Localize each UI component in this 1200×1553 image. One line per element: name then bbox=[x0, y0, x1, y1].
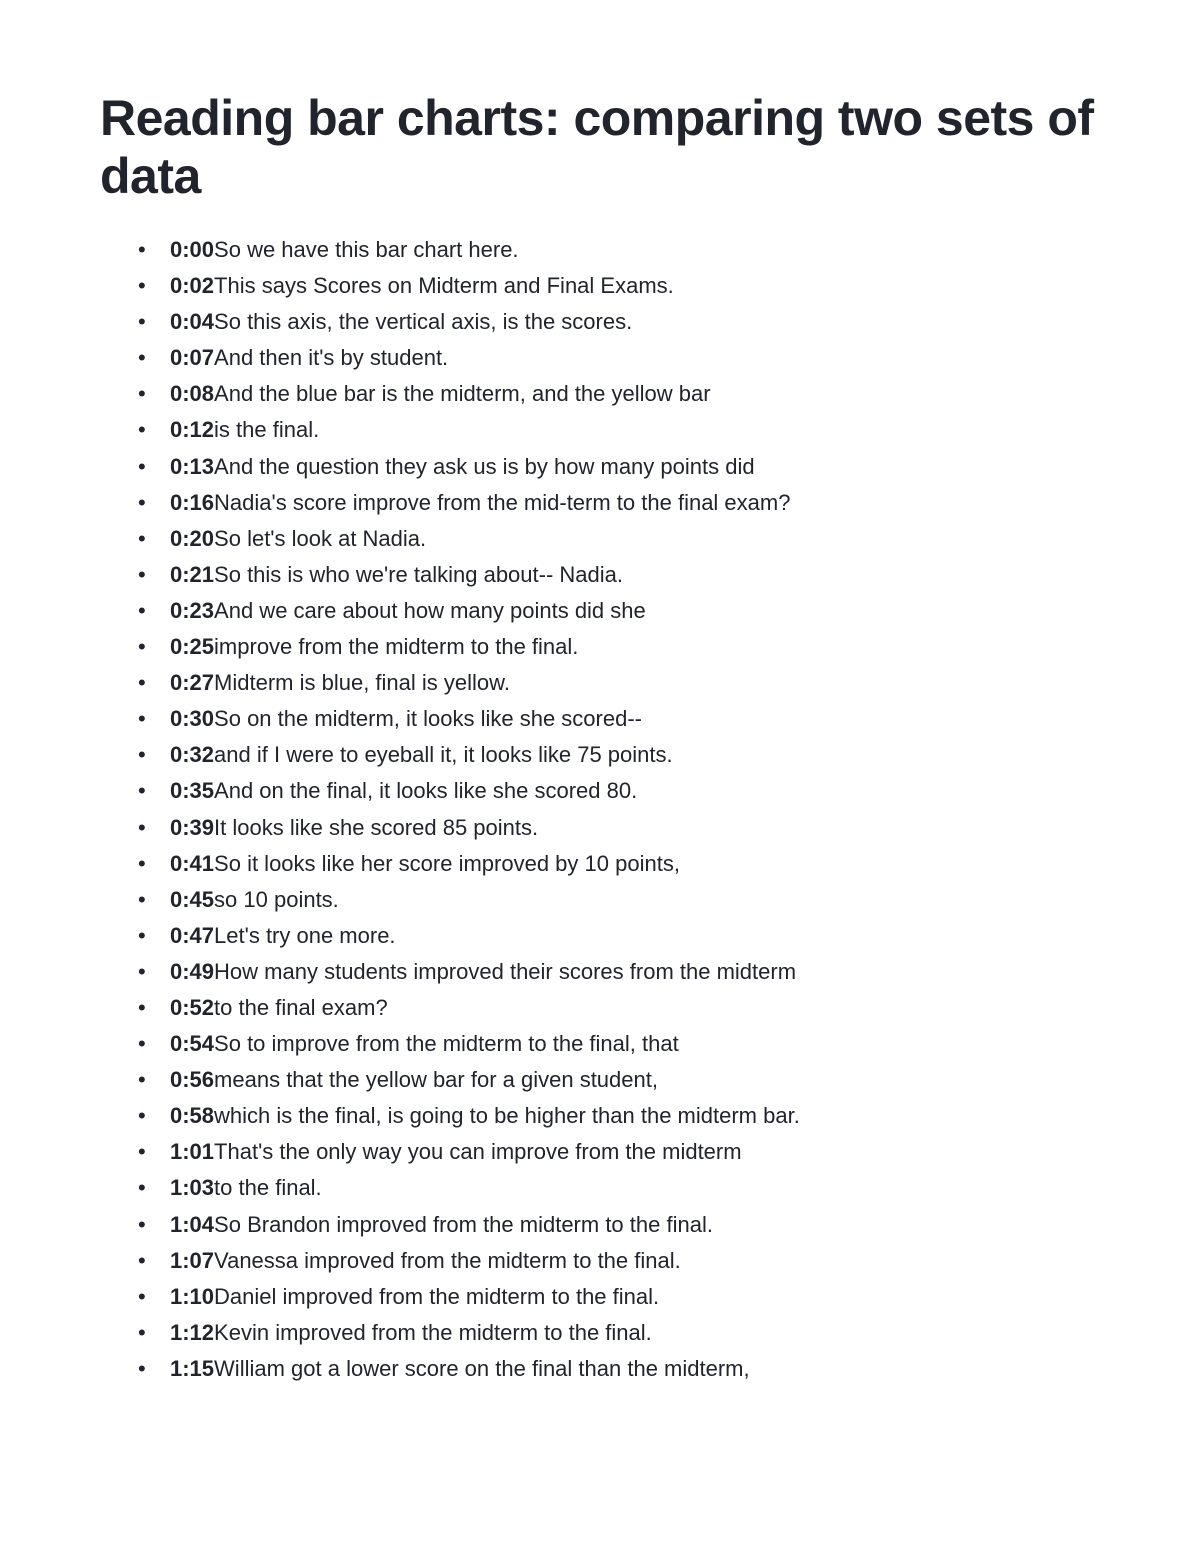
transcript-list: 0:00So we have this bar chart here.0:02T… bbox=[100, 233, 1100, 1386]
transcript-text: Nadia's score improve from the mid-term … bbox=[214, 490, 790, 515]
transcript-line: 0:13And the question they ask us is by h… bbox=[170, 450, 1100, 484]
timestamp: 0:23 bbox=[170, 598, 214, 623]
timestamp: 1:07 bbox=[170, 1248, 214, 1273]
transcript-line: 0:41So it looks like her score improved … bbox=[170, 847, 1100, 881]
transcript-line: 0:21So this is who we're talking about--… bbox=[170, 558, 1100, 592]
transcript-text: Daniel improved from the midterm to the … bbox=[214, 1284, 659, 1309]
transcript-line: 1:07Vanessa improved from the midterm to… bbox=[170, 1244, 1100, 1278]
timestamp: 1:04 bbox=[170, 1212, 214, 1237]
transcript-text: So it looks like her score improved by 1… bbox=[214, 851, 680, 876]
transcript-text: Kevin improved from the midterm to the f… bbox=[214, 1320, 652, 1345]
transcript-text: is the final. bbox=[214, 417, 319, 442]
timestamp: 0:47 bbox=[170, 923, 214, 948]
timestamp: 0:58 bbox=[170, 1103, 214, 1128]
transcript-line: 0:07And then it's by student. bbox=[170, 341, 1100, 375]
transcript-line: 0:54So to improve from the midterm to th… bbox=[170, 1027, 1100, 1061]
transcript-line: 0:25improve from the midterm to the fina… bbox=[170, 630, 1100, 664]
transcript-line: 0:58which is the final, is going to be h… bbox=[170, 1099, 1100, 1133]
transcript-text: And then it's by student. bbox=[214, 345, 448, 370]
timestamp: 0:16 bbox=[170, 490, 214, 515]
transcript-line: 1:12Kevin improved from the midterm to t… bbox=[170, 1316, 1100, 1350]
timestamp: 0:02 bbox=[170, 273, 214, 298]
transcript-line: 0:08And the blue bar is the midterm, and… bbox=[170, 377, 1100, 411]
timestamp: 1:01 bbox=[170, 1139, 214, 1164]
timestamp: 0:32 bbox=[170, 742, 214, 767]
timestamp: 1:12 bbox=[170, 1320, 214, 1345]
transcript-line: 0:20So let's look at Nadia. bbox=[170, 522, 1100, 556]
timestamp: 1:15 bbox=[170, 1356, 214, 1381]
transcript-line: 1:04So Brandon improved from the midterm… bbox=[170, 1208, 1100, 1242]
timestamp: 0:13 bbox=[170, 454, 214, 479]
transcript-text: And the question they ask us is by how m… bbox=[214, 454, 755, 479]
timestamp: 0:08 bbox=[170, 381, 214, 406]
timestamp: 0:21 bbox=[170, 562, 214, 587]
transcript-line: 1:15William got a lower score on the fin… bbox=[170, 1352, 1100, 1386]
timestamp: 0:30 bbox=[170, 706, 214, 731]
transcript-text: So on the midterm, it looks like she sco… bbox=[214, 706, 642, 731]
transcript-text: Vanessa improved from the midterm to the… bbox=[214, 1248, 681, 1273]
transcript-line: 0:49How many students improved their sco… bbox=[170, 955, 1100, 989]
timestamp: 0:49 bbox=[170, 959, 214, 984]
transcript-text: improve from the midterm to the final. bbox=[214, 634, 578, 659]
transcript-text: So this axis, the vertical axis, is the … bbox=[214, 309, 632, 334]
transcript-text: William got a lower score on the final t… bbox=[214, 1356, 750, 1381]
timestamp: 1:10 bbox=[170, 1284, 214, 1309]
transcript-line: 0:47Let's try one more. bbox=[170, 919, 1100, 953]
transcript-text: How many students improved their scores … bbox=[214, 959, 796, 984]
transcript-text: So to improve from the midterm to the fi… bbox=[214, 1031, 679, 1056]
timestamp: 0:35 bbox=[170, 778, 214, 803]
transcript-text: Midterm is blue, final is yellow. bbox=[214, 670, 510, 695]
timestamp: 0:25 bbox=[170, 634, 214, 659]
transcript-text: So let's look at Nadia. bbox=[214, 526, 426, 551]
transcript-text: So Brandon improved from the midterm to … bbox=[214, 1212, 713, 1237]
transcript-line: 0:04So this axis, the vertical axis, is … bbox=[170, 305, 1100, 339]
timestamp: 0:45 bbox=[170, 887, 214, 912]
timestamp: 1:03 bbox=[170, 1175, 214, 1200]
timestamp: 0:04 bbox=[170, 309, 214, 334]
transcript-line: 0:32and if I were to eyeball it, it look… bbox=[170, 738, 1100, 772]
transcript-line: 0:12is the final. bbox=[170, 413, 1100, 447]
timestamp: 0:00 bbox=[170, 237, 214, 262]
transcript-text: means that the yellow bar for a given st… bbox=[214, 1067, 658, 1092]
transcript-line: 0:27Midterm is blue, final is yellow. bbox=[170, 666, 1100, 700]
transcript-text: and if I were to eyeball it, it looks li… bbox=[214, 742, 673, 767]
transcript-line: 1:01That's the only way you can improve … bbox=[170, 1135, 1100, 1169]
transcript-line: 0:23And we care about how many points di… bbox=[170, 594, 1100, 628]
transcript-text: That's the only way you can improve from… bbox=[214, 1139, 742, 1164]
timestamp: 0:39 bbox=[170, 815, 214, 840]
timestamp: 0:07 bbox=[170, 345, 214, 370]
transcript-line: 0:30So on the midterm, it looks like she… bbox=[170, 702, 1100, 736]
transcript-text: And we care about how many points did sh… bbox=[214, 598, 646, 623]
transcript-line: 0:16Nadia's score improve from the mid-t… bbox=[170, 486, 1100, 520]
transcript-line: 0:45so 10 points. bbox=[170, 883, 1100, 917]
transcript-line: 0:56means that the yellow bar for a give… bbox=[170, 1063, 1100, 1097]
transcript-text: which is the final, is going to be highe… bbox=[214, 1103, 800, 1128]
timestamp: 0:12 bbox=[170, 417, 214, 442]
transcript-text: And on the final, it looks like she scor… bbox=[214, 778, 637, 803]
transcript-text: This says Scores on Midterm and Final Ex… bbox=[214, 273, 674, 298]
transcript-line: 1:10Daniel improved from the midterm to … bbox=[170, 1280, 1100, 1314]
transcript-line: 0:39It looks like she scored 85 points. bbox=[170, 811, 1100, 845]
transcript-line: 0:35And on the final, it looks like she … bbox=[170, 774, 1100, 808]
transcript-text: to the final. bbox=[214, 1175, 322, 1200]
page-title: Reading bar charts: comparing two sets o… bbox=[100, 90, 1100, 205]
timestamp: 0:56 bbox=[170, 1067, 214, 1092]
transcript-text: And the blue bar is the midterm, and the… bbox=[214, 381, 711, 406]
transcript-line: 0:02This says Scores on Midterm and Fina… bbox=[170, 269, 1100, 303]
transcript-text: So we have this bar chart here. bbox=[214, 237, 519, 262]
transcript-text: It looks like she scored 85 points. bbox=[214, 815, 538, 840]
transcript-text: so 10 points. bbox=[214, 887, 339, 912]
transcript-text: So this is who we're talking about-- Nad… bbox=[214, 562, 623, 587]
timestamp: 0:41 bbox=[170, 851, 214, 876]
transcript-text: to the final exam? bbox=[214, 995, 388, 1020]
timestamp: 0:54 bbox=[170, 1031, 214, 1056]
transcript-text: Let's try one more. bbox=[214, 923, 396, 948]
transcript-line: 0:52to the final exam? bbox=[170, 991, 1100, 1025]
transcript-line: 1:03to the final. bbox=[170, 1171, 1100, 1205]
timestamp: 0:20 bbox=[170, 526, 214, 551]
transcript-line: 0:00So we have this bar chart here. bbox=[170, 233, 1100, 267]
timestamp: 0:52 bbox=[170, 995, 214, 1020]
timestamp: 0:27 bbox=[170, 670, 214, 695]
